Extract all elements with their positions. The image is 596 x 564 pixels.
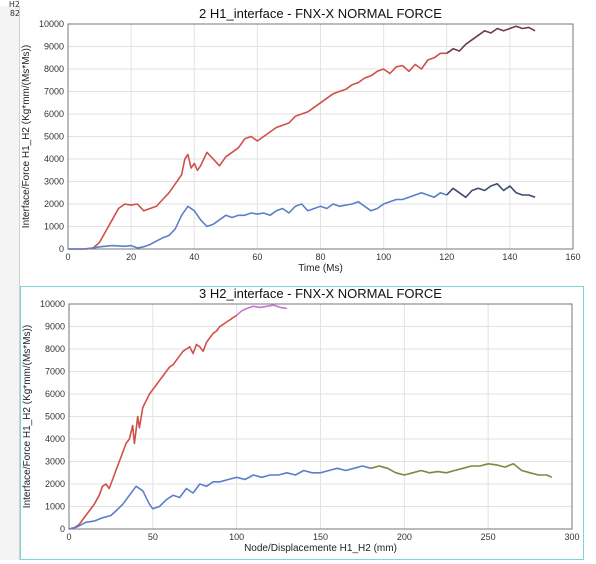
- series-line-3: [68, 192, 448, 250]
- x-tick-label: 60: [252, 252, 262, 262]
- plot-frame: [67, 23, 574, 250]
- plot-frame: [68, 303, 573, 530]
- y-axis-label: Interface/Force H1_H2 (Kg*mm/(Ms*Ms)): [21, 45, 32, 228]
- x-tick-label: 140: [502, 252, 517, 262]
- x-tick-label: 100: [229, 532, 244, 542]
- x-tick-label: 300: [564, 532, 579, 542]
- y-tick-label: 6000: [45, 389, 65, 399]
- x-tick-label: 200: [397, 532, 412, 542]
- y-tick-label: 10000: [40, 299, 65, 309]
- x-tick-label: 150: [313, 532, 328, 542]
- chart-h1-interface: 2 H1_interface - FNX-X NORMAL FORCE01000…: [21, 6, 581, 274]
- y-tick-label: 5000: [45, 412, 65, 422]
- x-tick-label: 50: [148, 532, 158, 542]
- side-label-1: H2: [8, 0, 20, 9]
- x-tick-label: 80: [315, 252, 325, 262]
- chart-title: 2 H1_interface - FNX-X NORMAL FORCE: [199, 6, 442, 21]
- x-axis-label: Node/Displacemente H1_H2 (mm): [244, 543, 397, 554]
- y-tick-label: 0: [60, 524, 65, 534]
- x-tick-label: 250: [481, 532, 496, 542]
- series-line-2: [236, 304, 288, 316]
- series-line-4: [370, 463, 553, 479]
- x-tick-label: 20: [126, 252, 136, 262]
- y-tick-label: 7000: [44, 87, 64, 97]
- y-tick-label: 0: [59, 244, 64, 254]
- y-tick-label: 2000: [45, 479, 65, 489]
- x-axis-label: Time (Ms): [298, 263, 343, 274]
- chart-title: 3 H2_interface - FNX-X NORMAL FORCE: [199, 287, 442, 301]
- y-tick-label: 9000: [45, 322, 65, 332]
- chart-h2-interface: 3 H2_interface - FNX-X NORMAL FORCE01000…: [22, 286, 580, 554]
- chart-panel-h2-interface[interactable]: 3 H2_interface - FNX-X NORMAL FORCE 0 1000…: [20, 286, 584, 560]
- x-tick-label: 100: [376, 252, 391, 262]
- series-line-1: [68, 52, 447, 250]
- y-tick-label: 4000: [44, 154, 64, 164]
- clipped-side-label: H2 82: [0, 0, 20, 36]
- y-tick-label: 5000: [44, 132, 64, 142]
- y-tick-label: 9000: [44, 42, 64, 52]
- x-tick-label: 0: [66, 532, 71, 542]
- y-tick-label: 8000: [45, 344, 65, 354]
- left-side-strip: [0, 6, 20, 560]
- x-tick-label: 120: [439, 252, 454, 262]
- y-tick-label: 2000: [44, 199, 64, 209]
- y-tick-label: 1000: [44, 222, 64, 232]
- y-tick-label: 3000: [44, 177, 64, 187]
- y-tick-label: 3000: [45, 457, 65, 467]
- y-tick-label: 1000: [45, 502, 65, 512]
- series-line-1: [68, 314, 238, 530]
- series-line-3: [68, 465, 372, 530]
- x-tick-label: 40: [189, 252, 199, 262]
- side-label-2: 82: [9, 9, 20, 18]
- series-line-2: [446, 25, 536, 54]
- y-tick-label: 6000: [44, 109, 64, 119]
- y-tick-label: 7000: [45, 367, 65, 377]
- y-axis-label: Interface/Force H1_H2 (Kg*mm/(Ms*Ms)): [22, 325, 33, 508]
- series-line-4: [446, 183, 536, 199]
- x-tick-label: 160: [565, 252, 580, 262]
- y-tick-label: 10000: [39, 19, 64, 29]
- y-tick-label: 8000: [44, 64, 64, 74]
- y-tick-label: 4000: [45, 434, 65, 444]
- chart-panel-h1-interface[interactable]: 2 H1_interface - FNX-X NORMAL FORCE 0 1000…: [20, 0, 592, 286]
- x-tick-label: 0: [65, 252, 70, 262]
